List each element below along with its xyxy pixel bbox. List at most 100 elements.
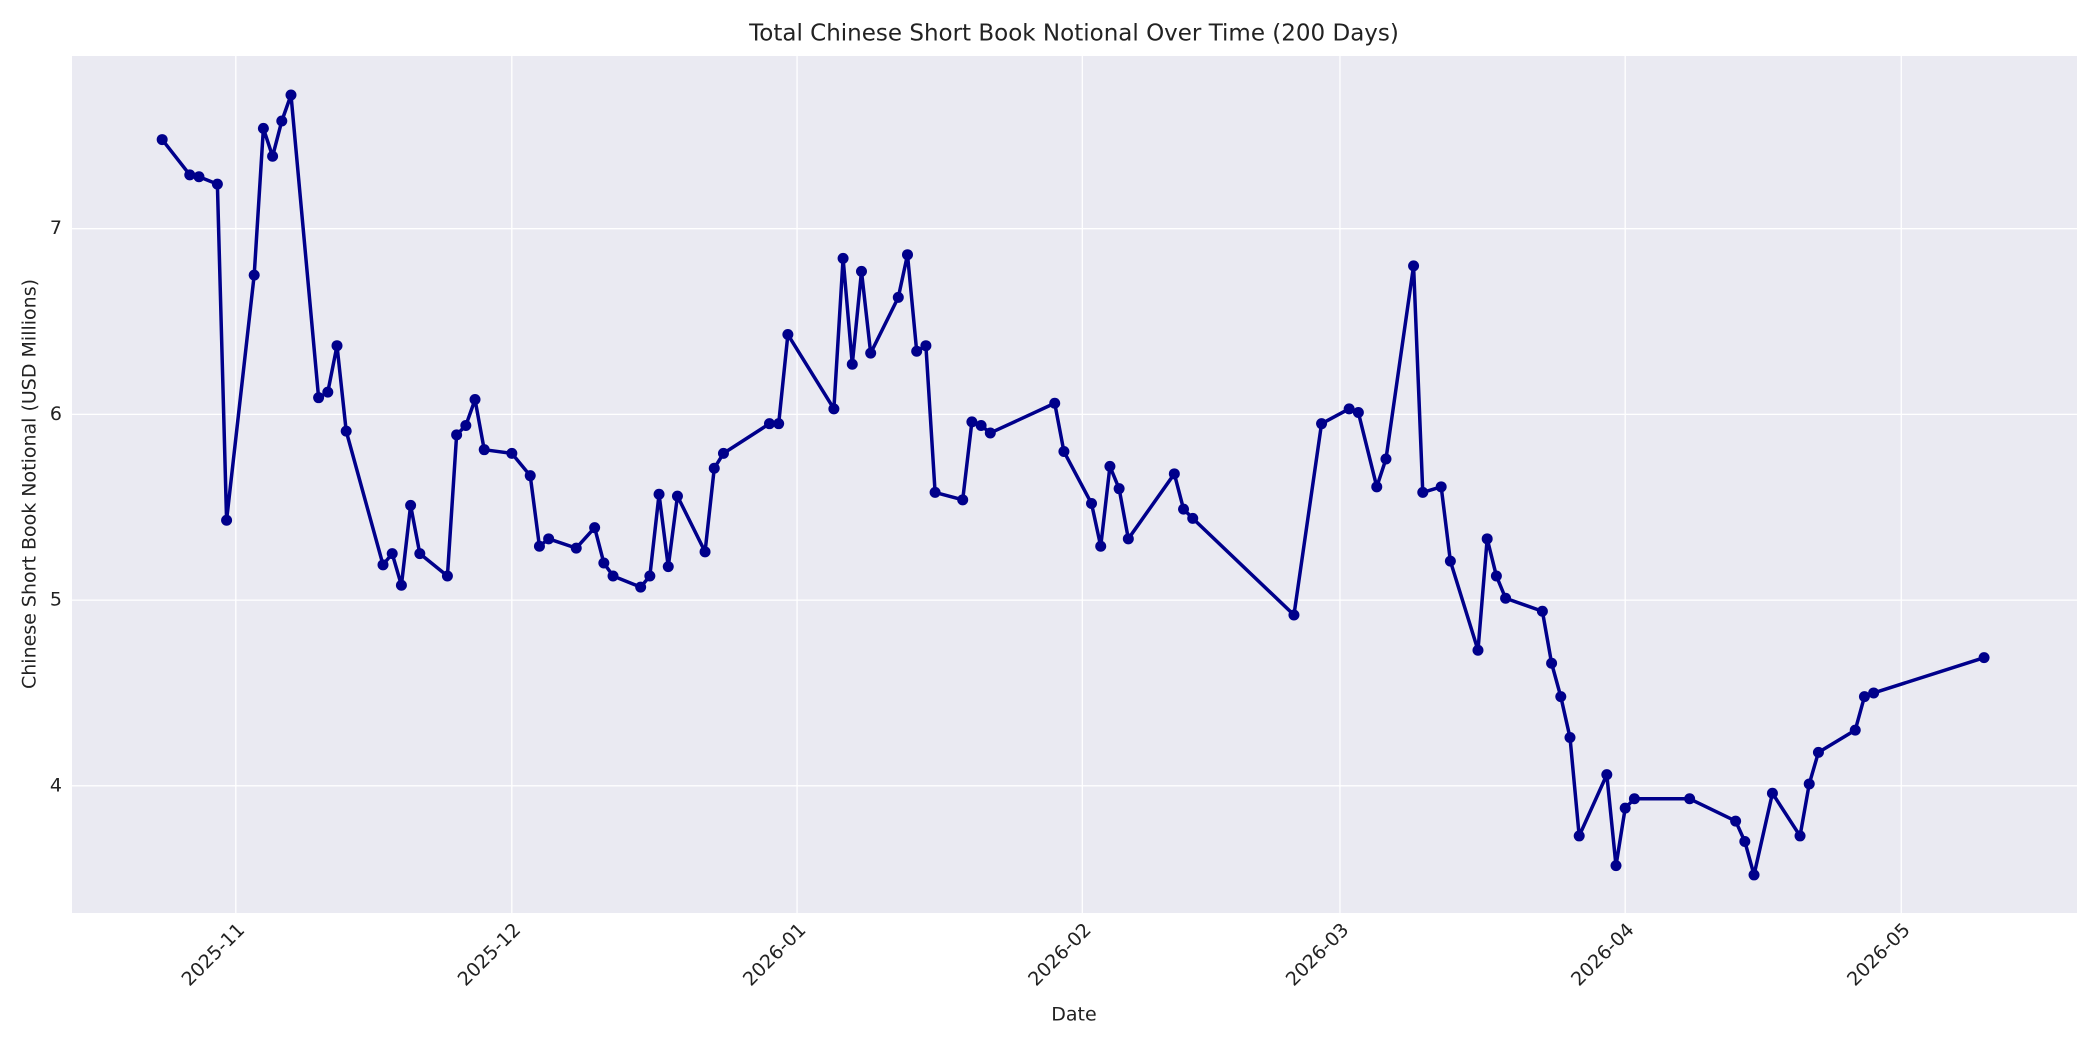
point (377, 559, 389, 571)
point (221, 514, 233, 526)
point (598, 557, 610, 569)
point (653, 488, 665, 500)
point (975, 420, 987, 432)
point (1481, 533, 1493, 545)
x-tick-label: 2025-11 (178, 919, 250, 991)
point (1794, 830, 1806, 842)
point (414, 548, 426, 560)
point (1435, 481, 1447, 493)
point (1803, 778, 1815, 790)
point (1619, 802, 1631, 814)
point (184, 169, 196, 181)
y-tick-label: 5 (50, 589, 62, 611)
point (1978, 652, 1990, 664)
point (1868, 687, 1880, 699)
point (1500, 592, 1512, 604)
point (322, 386, 334, 398)
point (763, 418, 775, 430)
point (782, 329, 794, 341)
y-axis-label: Chinese Short Book Notional (USD Million… (19, 279, 41, 689)
point (1380, 453, 1392, 465)
point (248, 269, 260, 281)
point (1408, 260, 1420, 272)
point (543, 533, 555, 545)
point (469, 394, 481, 406)
point (1858, 691, 1870, 703)
y-tick-label: 4 (50, 774, 62, 796)
point (1573, 830, 1585, 842)
point (570, 542, 582, 554)
point (1812, 746, 1824, 758)
point (1748, 869, 1760, 881)
point (441, 570, 453, 582)
point (1766, 787, 1778, 799)
point (1343, 403, 1355, 415)
point (1610, 860, 1622, 872)
point (524, 470, 536, 482)
point (211, 178, 223, 190)
point (1555, 691, 1567, 703)
point (1730, 815, 1742, 827)
point (1546, 657, 1558, 669)
point (1684, 793, 1696, 805)
x-tick-label: 2026-01 (739, 919, 811, 991)
x-tick-label: 2026-03 (1282, 919, 1354, 991)
point (1058, 446, 1070, 458)
point (1371, 481, 1383, 493)
point (533, 540, 545, 552)
point (193, 171, 205, 183)
point (929, 486, 941, 498)
point (478, 444, 490, 456)
point (773, 418, 785, 430)
point (1849, 724, 1861, 736)
point (901, 249, 913, 261)
point (635, 581, 647, 593)
point (386, 548, 398, 560)
point (837, 252, 849, 264)
point (644, 570, 656, 582)
point (671, 490, 683, 502)
point (589, 522, 601, 534)
point (276, 115, 288, 127)
point (1628, 793, 1640, 805)
point (984, 427, 996, 439)
point (911, 345, 923, 357)
point (607, 570, 619, 582)
point (1536, 605, 1548, 617)
point (1288, 609, 1300, 621)
x-tick-label: 2025-12 (454, 919, 526, 991)
point (717, 447, 729, 459)
chart-title: Total Chinese Short Book Notional Over T… (748, 21, 1399, 47)
point (708, 462, 720, 474)
point (920, 340, 932, 352)
point (1113, 483, 1125, 495)
point (966, 416, 978, 428)
y-tick-label: 7 (50, 217, 62, 239)
y-tick-label: 6 (50, 403, 62, 425)
point (1472, 644, 1484, 656)
point (1417, 486, 1429, 498)
point (699, 546, 711, 558)
point (1564, 732, 1576, 744)
point (1122, 533, 1134, 545)
point (395, 579, 407, 591)
point (1095, 540, 1107, 552)
point (506, 447, 518, 459)
point (1601, 769, 1613, 781)
point (1490, 570, 1502, 582)
point (662, 561, 674, 573)
point (313, 392, 325, 404)
point (1104, 460, 1116, 472)
point (267, 150, 279, 162)
point (1049, 397, 1061, 409)
point (1352, 407, 1364, 419)
point (865, 347, 877, 359)
point (331, 340, 343, 352)
x-tick-label: 2026-04 (1567, 919, 1639, 991)
point (156, 134, 168, 146)
point (460, 420, 472, 432)
x-tick-label: 2026-05 (1843, 919, 1915, 991)
point (257, 122, 269, 134)
